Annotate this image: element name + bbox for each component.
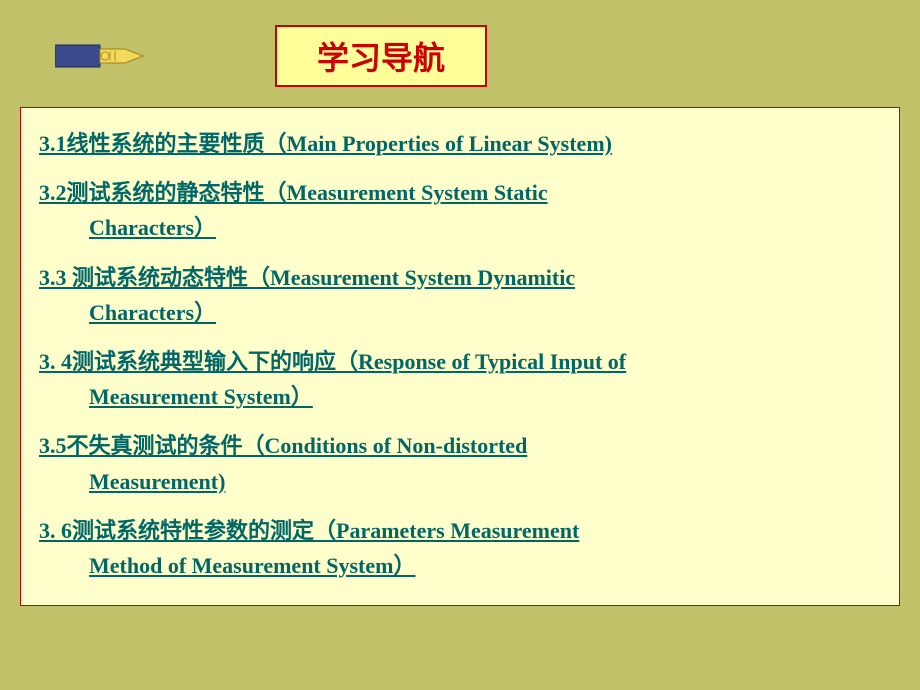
toc-text-cont: Measurement System） bbox=[39, 379, 881, 414]
toc-text: 3.5不失真测试的条件（Conditions of Non-distorted bbox=[39, 433, 527, 458]
toc-text-cont: Characters） bbox=[39, 295, 881, 330]
toc-link-3-1[interactable]: 3.1线性系统的主要性质（Main Properties of Linear S… bbox=[39, 126, 881, 161]
toc-container: 3.1线性系统的主要性质（Main Properties of Linear S… bbox=[20, 107, 900, 606]
toc-link-3-2[interactable]: 3.2测试系统的静态特性（Measurement System Static C… bbox=[39, 175, 881, 245]
toc-link-3-6[interactable]: 3. 6测试系统特性参数的测定（Parameters Measurement M… bbox=[39, 513, 881, 583]
toc-link-3-5[interactable]: 3.5不失真测试的条件（Conditions of Non-distorted … bbox=[39, 428, 881, 498]
toc-text-cont: Method of Measurement System） bbox=[39, 548, 881, 583]
pointing-hand-icon bbox=[55, 35, 145, 77]
page-title: 学习导航 bbox=[275, 25, 487, 87]
toc-text: 3. 6测试系统特性参数的测定（Parameters Measurement bbox=[39, 518, 579, 543]
toc-link-3-3[interactable]: 3.3 测试系统动态特性（Measurement System Dynamiti… bbox=[39, 260, 881, 330]
toc-text: 3.1线性系统的主要性质（Main Properties of Linear S… bbox=[39, 131, 612, 156]
toc-link-3-4[interactable]: 3. 4测试系统典型输入下的响应（Response of Typical Inp… bbox=[39, 344, 881, 414]
toc-text-cont: Measurement) bbox=[39, 464, 881, 499]
header-row: 学习导航 bbox=[0, 0, 920, 107]
toc-text: 3. 4测试系统典型输入下的响应（Response of Typical Inp… bbox=[39, 349, 626, 374]
toc-text-cont: Characters） bbox=[39, 210, 881, 245]
toc-text: 3.3 测试系统动态特性（Measurement System Dynamiti… bbox=[39, 265, 575, 290]
toc-text: 3.2测试系统的静态特性（Measurement System Static bbox=[39, 180, 548, 205]
